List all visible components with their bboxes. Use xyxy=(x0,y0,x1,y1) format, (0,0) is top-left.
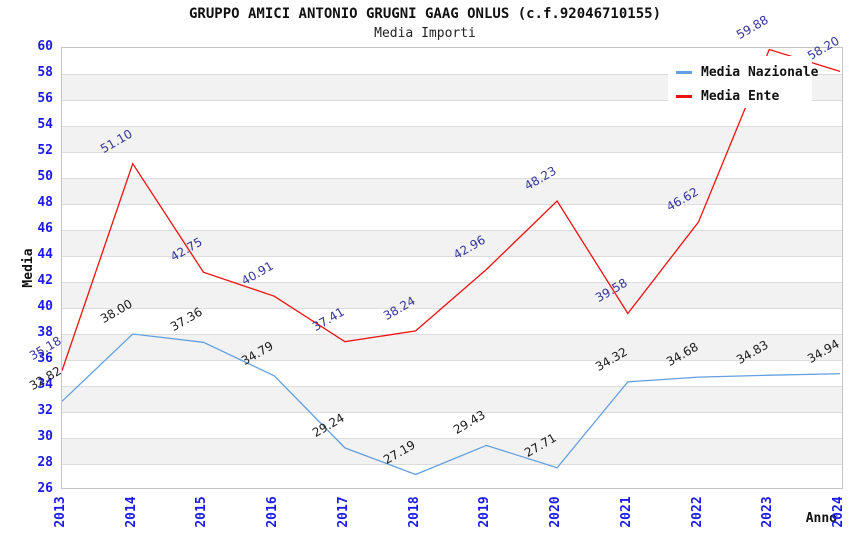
gridline xyxy=(62,204,842,205)
chart-subtitle: Media Importi xyxy=(374,26,476,41)
plot-band xyxy=(62,230,842,256)
y-tick-label: 42 xyxy=(37,273,53,288)
y-tick-label: 46 xyxy=(37,221,53,236)
y-tick-label: 40 xyxy=(37,299,53,314)
y-tick-label: 56 xyxy=(37,91,53,106)
gridline xyxy=(62,334,842,335)
x-tick-label: 2024 xyxy=(831,496,846,528)
y-tick-label: 28 xyxy=(37,455,53,470)
y-tick-label: 34 xyxy=(37,377,53,392)
x-tick-label: 2014 xyxy=(123,496,139,528)
y-tick-label: 48 xyxy=(37,195,53,210)
y-tick-label: 44 xyxy=(37,247,53,262)
x-tick-label: 2023 xyxy=(760,496,776,528)
gridline xyxy=(62,412,842,413)
media-ente-line-swatch-icon xyxy=(676,94,692,98)
y-tick-label: 58 xyxy=(37,65,53,80)
gridline xyxy=(62,152,842,153)
gridline xyxy=(62,386,842,387)
y-tick-label: 32 xyxy=(37,403,53,418)
legend-item-media-ente: Media Ente xyxy=(668,84,812,108)
y-tick-label: 50 xyxy=(37,169,53,184)
x-tick-label: 2017 xyxy=(335,496,351,528)
gridline xyxy=(62,126,842,127)
gridline xyxy=(62,100,842,101)
plot-band xyxy=(62,334,842,360)
plot-band xyxy=(62,126,842,152)
legend: Media Nazionale Media Ente xyxy=(668,56,818,108)
x-tick-label: 2019 xyxy=(477,496,493,528)
x-tick-label: 2015 xyxy=(194,496,210,528)
y-tick-label: 38 xyxy=(37,325,53,340)
series-line-media-ente xyxy=(62,48,841,371)
gridline xyxy=(62,308,842,309)
plot-area xyxy=(61,47,843,489)
gridline xyxy=(62,438,842,439)
gridline xyxy=(62,256,842,257)
x-tick-label: 2018 xyxy=(406,496,422,528)
gridline xyxy=(62,230,842,231)
series-lines xyxy=(62,48,841,476)
gridline xyxy=(62,360,842,361)
plot-band xyxy=(62,386,842,412)
x-tick-label: 2022 xyxy=(689,496,705,528)
x-tick-label: 2020 xyxy=(548,496,564,528)
x-tick-label: 2021 xyxy=(618,496,634,528)
x-tick-label: 2013 xyxy=(53,496,68,528)
gridline xyxy=(62,178,842,179)
legend-item-media-nazionale: Media Nazionale xyxy=(668,60,818,84)
y-tick-label: 30 xyxy=(37,429,53,444)
gridline xyxy=(62,282,842,283)
x-axis-title: Anno xyxy=(805,511,837,526)
y-tick-label: 26 xyxy=(37,481,53,496)
x-tick-label: 2016 xyxy=(265,496,281,528)
y-tick-label: 52 xyxy=(37,143,53,158)
y-tick-label: 36 xyxy=(37,351,53,366)
plot-band xyxy=(62,178,842,204)
media-nazionale-line-swatch-icon xyxy=(676,70,692,74)
y-tick-label: 60 xyxy=(37,39,53,54)
plot-band xyxy=(62,282,842,308)
y-tick-label: 54 xyxy=(37,117,53,132)
chart-title: GRUPPO AMICI ANTONIO GRUGNI GAAG ONLUS (… xyxy=(188,6,661,22)
series-line-media-nazionale xyxy=(62,333,841,476)
gridline xyxy=(62,74,842,75)
gridline xyxy=(62,464,842,465)
legend-label: Media Nazionale xyxy=(701,64,819,80)
legend-label: Media Ente xyxy=(701,88,780,104)
